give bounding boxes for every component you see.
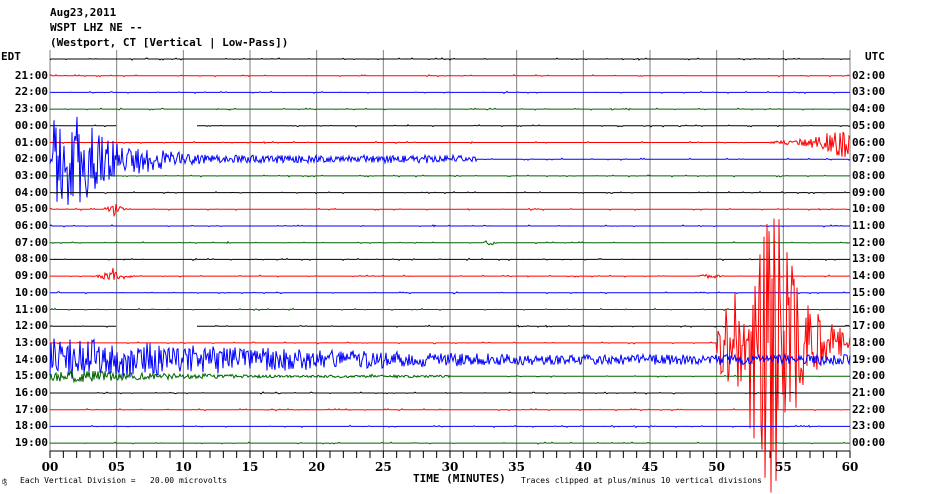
x-axis-label: TIME (MINUTES) [413,472,506,485]
trace-row-0 [49,57,850,61]
x-tick-label: 45 [641,460,659,474]
x-tick-label: 05 [108,460,126,474]
trace-row-6 [49,116,851,205]
trace-row-18 [49,338,851,379]
edt-row-label: 13:00 [14,335,48,349]
edt-row-label: 11:00 [14,302,48,316]
x-tick-label: 50 [708,460,726,474]
utc-row-label: 12:00 [852,235,886,249]
trace-row-23 [50,441,850,445]
x-tick-label: 60 [841,460,859,474]
x-tick-label: 20 [308,460,326,474]
edt-row-label: 01:00 [14,135,48,149]
x-tick-label: 35 [508,460,526,474]
utc-row-label: 05:00 [852,118,886,132]
utc-row-label: 22:00 [852,402,886,416]
trace-row-4 [50,124,851,128]
chart-date: Aug23,2011 [50,6,117,19]
utc-row-label: 08:00 [852,168,886,182]
edt-row-label: 03:00 [14,168,48,182]
trace-row-3 [49,107,850,111]
edt-row-label: 00:00 [14,118,48,132]
edt-row-label: 02:00 [14,152,48,166]
edt-row-label: 09:00 [14,269,48,283]
edt-row-label: 18:00 [14,419,48,433]
edt-row-label: 15:00 [14,369,48,383]
utc-row-label: 19:00 [852,352,886,366]
trace-row-15 [50,307,850,312]
x-tick-label: 30 [441,460,459,474]
utc-row-label: 04:00 [852,102,886,116]
edt-row-label: 23:00 [14,102,48,116]
utc-row-label: 14:00 [852,269,886,283]
seismograph-icon: ʤ [2,477,7,486]
x-tick-label: 00 [41,460,59,474]
utc-axis-title: UTC [865,50,885,63]
utc-row-label: 11:00 [852,219,886,232]
scale-note: Each Vertical Division = 20.00 microvolt… [20,476,228,485]
utc-row-label: 07:00 [852,152,886,166]
trace-row-20 [50,391,850,395]
edt-row-label: 05:00 [14,202,48,216]
utc-row-label: 20:00 [852,369,886,383]
trace-row-5 [50,131,851,157]
utc-row-label: 10:00 [852,202,886,216]
clip-note: Traces clipped at plus/minus 10 vertical… [521,476,762,485]
utc-row-label: 15:00 [852,285,886,299]
station-code: WSPT LHZ NE -- [50,21,143,34]
edt-row-label: 07:00 [14,235,48,249]
edt-row-label: 14:00 [14,352,48,366]
utc-row-label: 21:00 [852,386,886,399]
utc-row-label: 17:00 [852,319,886,333]
trace-row-13 [50,268,850,281]
x-tick-label: 10 [174,460,192,474]
utc-row-label: 06:00 [852,135,886,149]
trace-row-22 [50,424,850,429]
trace-row-8 [50,191,850,195]
x-tick-label: 40 [574,460,592,474]
trace-row-14 [50,291,850,295]
trace-row-21 [50,407,850,412]
x-tick-label: 25 [374,460,392,474]
edt-row-label: 22:00 [14,85,48,99]
utc-row-label: 09:00 [852,185,886,199]
trace-row-1 [49,73,850,78]
utc-row-label: 02:00 [852,68,886,82]
utc-row-label: 03:00 [852,85,886,99]
station-location: (Westport, CT [Vertical | Low-Pass]) [50,36,289,49]
utc-row-label: 00:00 [852,436,886,450]
edt-row-label: 17:00 [14,402,48,416]
edt-row-label: 08:00 [14,252,48,266]
x-tick-label: 55 [774,460,792,474]
edt-row-label: 06:00 [14,219,48,232]
trace-row-10 [49,224,850,228]
trace-row-17 [50,218,851,493]
trace-row-11 [50,240,850,246]
trace-row-7 [50,174,850,178]
edt-row-label: 10:00 [14,285,48,299]
edt-axis-title: EDT [1,50,21,63]
utc-row-label: 16:00 [852,302,886,316]
edt-row-label: 19:00 [14,436,48,450]
utc-row-label: 23:00 [852,419,886,433]
utc-row-label: 13:00 [852,252,886,266]
trace-row-2 [50,90,850,95]
edt-row-label: 04:00 [14,185,48,199]
edt-row-label: 21:00 [14,68,48,82]
trace-row-16 [50,324,850,328]
edt-row-label: 12:00 [14,319,48,333]
utc-row-label: 18:00 [852,335,886,349]
edt-row-label: 16:00 [14,386,48,399]
trace-row-9 [49,204,851,218]
x-tick-label: 15 [241,460,259,474]
trace-row-12 [50,257,850,262]
trace-row-19 [49,370,850,384]
